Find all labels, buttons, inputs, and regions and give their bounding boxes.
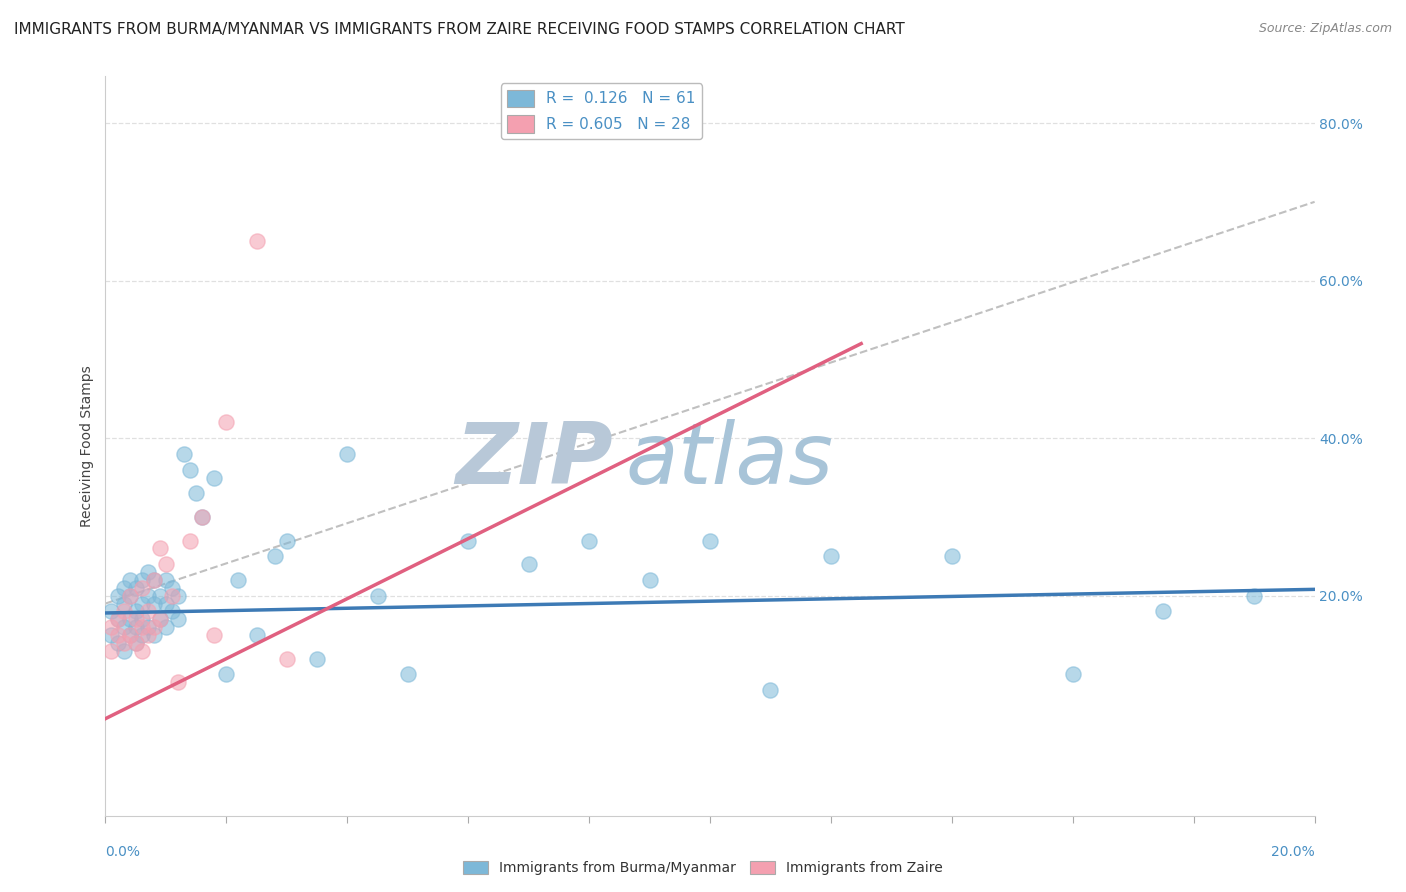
Point	[149, 612, 172, 626]
Point	[173, 447, 195, 461]
Point	[167, 589, 190, 603]
Point	[112, 581, 135, 595]
Point	[131, 581, 153, 595]
Point	[100, 604, 122, 618]
Point	[142, 628, 165, 642]
Point	[638, 573, 661, 587]
Point	[149, 589, 172, 603]
Point	[142, 620, 165, 634]
Point	[578, 533, 600, 548]
Point	[118, 612, 141, 626]
Point	[759, 683, 782, 698]
Point	[155, 620, 177, 634]
Point	[246, 628, 269, 642]
Legend: Immigrants from Burma/Myanmar, Immigrants from Zaire: Immigrants from Burma/Myanmar, Immigrant…	[457, 855, 949, 880]
Point	[160, 589, 183, 603]
Point	[112, 604, 135, 618]
Point	[136, 628, 159, 642]
Point	[149, 612, 172, 626]
Point	[118, 589, 141, 603]
Point	[457, 533, 479, 548]
Point	[179, 533, 201, 548]
Point	[179, 462, 201, 476]
Point	[131, 597, 153, 611]
Point	[228, 573, 250, 587]
Point	[167, 675, 190, 690]
Point	[142, 573, 165, 587]
Point	[1062, 667, 1084, 681]
Point	[307, 651, 329, 665]
Y-axis label: Receiving Food Stamps: Receiving Food Stamps	[80, 365, 94, 527]
Point	[142, 597, 165, 611]
Point	[167, 612, 190, 626]
Point	[124, 581, 148, 595]
Point	[202, 470, 225, 484]
Point	[1153, 604, 1175, 618]
Text: atlas: atlas	[626, 419, 834, 502]
Point	[155, 557, 177, 571]
Point	[131, 644, 153, 658]
Point	[160, 604, 183, 618]
Point	[131, 612, 153, 626]
Text: IMMIGRANTS FROM BURMA/MYANMAR VS IMMIGRANTS FROM ZAIRE RECEIVING FOOD STAMPS COR: IMMIGRANTS FROM BURMA/MYANMAR VS IMMIGRA…	[14, 22, 905, 37]
Point	[186, 486, 208, 500]
Point	[202, 628, 225, 642]
Point	[263, 549, 285, 564]
Point	[131, 620, 153, 634]
Point	[107, 612, 129, 626]
Point	[107, 589, 129, 603]
Point	[124, 620, 148, 634]
Point	[276, 651, 298, 665]
Point	[215, 416, 238, 430]
Point	[155, 597, 177, 611]
Text: 20.0%: 20.0%	[1271, 845, 1315, 859]
Point	[118, 573, 141, 587]
Point	[112, 597, 135, 611]
Point	[107, 612, 129, 626]
Point	[112, 636, 135, 650]
Point	[142, 573, 165, 587]
Point	[191, 509, 214, 524]
Point	[336, 447, 359, 461]
Point	[131, 573, 153, 587]
Point	[820, 549, 842, 564]
Point	[215, 667, 238, 681]
Point	[136, 565, 159, 579]
Point	[124, 604, 148, 618]
Point	[100, 644, 122, 658]
Point	[396, 667, 419, 681]
Point	[118, 628, 141, 642]
Point	[941, 549, 963, 564]
Point	[149, 541, 172, 556]
Point	[699, 533, 721, 548]
Point	[155, 573, 177, 587]
Point	[517, 557, 540, 571]
Point	[118, 589, 141, 603]
Point	[100, 620, 122, 634]
Point	[246, 234, 269, 248]
Point	[107, 636, 129, 650]
Text: 0.0%: 0.0%	[105, 845, 141, 859]
Point	[136, 604, 159, 618]
Legend: R =  0.126   N = 61, R = 0.605   N = 28: R = 0.126 N = 61, R = 0.605 N = 28	[501, 84, 702, 138]
Point	[112, 644, 135, 658]
Point	[136, 620, 159, 634]
Point	[191, 509, 214, 524]
Point	[276, 533, 298, 548]
Point	[107, 628, 129, 642]
Point	[118, 628, 141, 642]
Point	[136, 589, 159, 603]
Point	[366, 589, 388, 603]
Point	[124, 636, 148, 650]
Point	[160, 581, 183, 595]
Point	[124, 612, 148, 626]
Point	[1243, 589, 1265, 603]
Point	[100, 628, 122, 642]
Text: Source: ZipAtlas.com: Source: ZipAtlas.com	[1258, 22, 1392, 36]
Point	[124, 636, 148, 650]
Point	[112, 620, 135, 634]
Text: ZIP: ZIP	[456, 419, 613, 502]
Point	[131, 628, 153, 642]
